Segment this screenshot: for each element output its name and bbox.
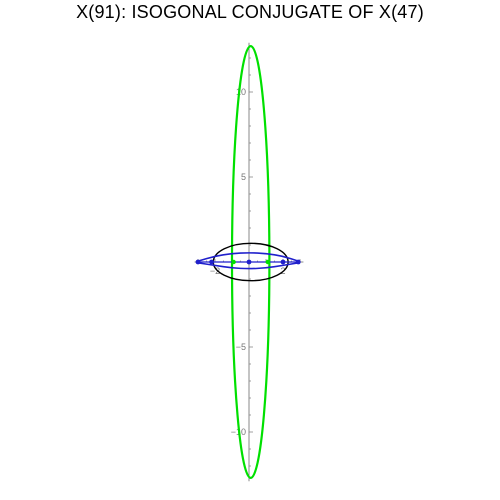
blue-point (209, 259, 215, 265)
blue-lower-curve (197, 262, 299, 270)
blue-point (280, 259, 286, 265)
plot-title: X(91): ISOGONAL CONJUGATE OF X(47) (76, 2, 424, 22)
blue-upper-curve (197, 252, 299, 262)
y-tick-label: 10 (236, 87, 246, 97)
blue-point (246, 259, 252, 265)
y-tick-label: 5 (241, 172, 246, 182)
blue-point (195, 259, 201, 265)
x-tick-label: −2 (210, 266, 220, 276)
points (195, 259, 301, 265)
green-point (231, 259, 236, 265)
green-point (265, 259, 270, 265)
y-tick-label: −5 (236, 342, 246, 352)
blue-point (295, 259, 301, 265)
